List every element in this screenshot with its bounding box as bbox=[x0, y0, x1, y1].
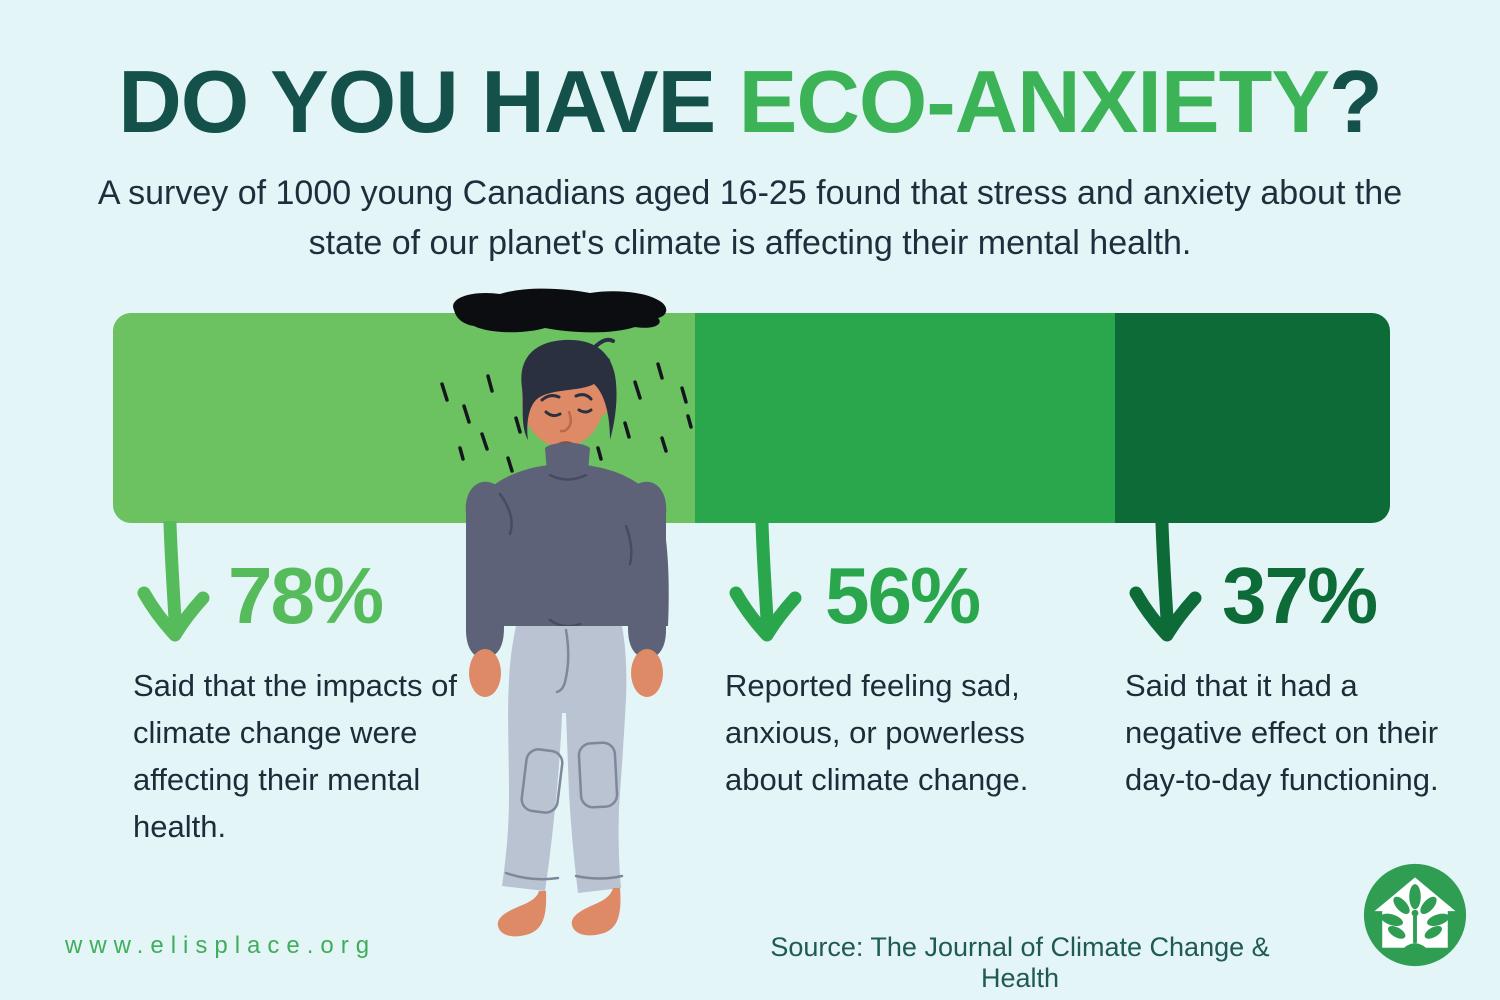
sweater bbox=[465, 442, 669, 658]
house-tree-logo-icon bbox=[1363, 863, 1467, 967]
title-question-mark: ? bbox=[1329, 52, 1383, 151]
down-arrow-icon bbox=[1129, 521, 1202, 642]
sad-person-body bbox=[465, 337, 669, 937]
website-text: www.elisplace.org bbox=[65, 932, 377, 959]
sad-person-illustration bbox=[440, 288, 693, 937]
subtitle: A survey of 1000 young Canadians aged 16… bbox=[97, 174, 1403, 262]
source-text: Source: The Journal of Climate Change & … bbox=[770, 932, 1270, 993]
stat-description: Reported feeling sad, anxious, or powerl… bbox=[725, 668, 1029, 797]
title-segment-dark: DO YOU HAVE bbox=[118, 52, 739, 151]
stat-description: Said that the impacts of climate change … bbox=[133, 668, 457, 844]
page-title: DO YOU HAVE ECO-ANXIETY? bbox=[0, 58, 1500, 146]
stat-value-56: 56% bbox=[825, 551, 981, 640]
stat-bar bbox=[113, 313, 1390, 523]
stat-value-37: 37% bbox=[1222, 551, 1378, 640]
bar-segment-56 bbox=[695, 313, 1116, 523]
tree-icon bbox=[1380, 884, 1450, 951]
bar-segment-37 bbox=[1115, 313, 1390, 523]
pants bbox=[502, 626, 627, 893]
stat-value-78: 78% bbox=[228, 551, 384, 640]
down-arrow-icon bbox=[137, 521, 210, 642]
sad-face-features bbox=[540, 393, 593, 418]
feet bbox=[497, 888, 621, 937]
hair bbox=[521, 339, 617, 440]
down-arrow-icon bbox=[729, 521, 802, 642]
stat-description: Said that it had a negative effect on th… bbox=[1125, 668, 1439, 797]
title-segment-green: ECO-ANXIETY bbox=[738, 52, 1330, 151]
